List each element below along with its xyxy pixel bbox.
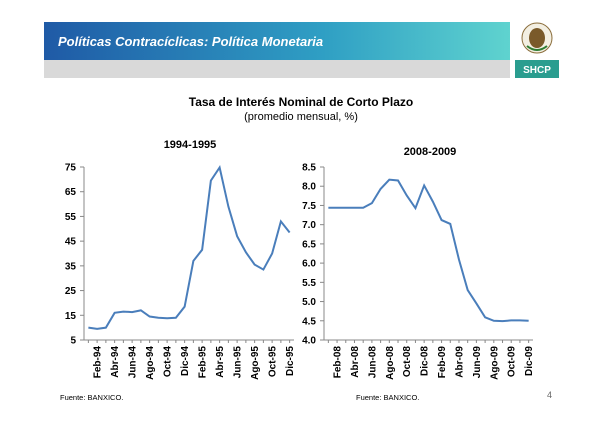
source-note: Fuente: BANXICO.: [356, 393, 419, 402]
x-tick-label: Oct-09: [507, 346, 518, 378]
y-tick-label: 8.5: [302, 163, 316, 174]
x-tick-label: Oct-08: [402, 346, 413, 378]
subtitle: (promedio mensual, %): [244, 111, 358, 123]
x-tick-label: Dic-94: [180, 346, 191, 376]
y-tick-label: 4.5: [302, 316, 316, 327]
chart-title: 2008-2009: [404, 146, 457, 158]
y-tick-label: 55: [65, 212, 77, 223]
y-tick-label: 45: [65, 237, 77, 248]
x-tick-label: Abr-09: [454, 346, 465, 378]
header-title: Políticas Contracíclicas: Política Monet…: [58, 34, 323, 49]
header-band: [44, 22, 510, 60]
x-tick-label: Jun-95: [233, 346, 244, 379]
y-tick-label: 5.5: [302, 278, 316, 289]
y-tick-label: 65: [65, 187, 77, 198]
x-tick-label: Jun-94: [128, 346, 139, 379]
x-tick-label: Jun-09: [472, 346, 483, 379]
y-tick-label: 6.0: [302, 259, 316, 270]
logo-emblem: [521, 22, 553, 54]
main-title: Tasa de Interés Nominal de Corto Plazo: [189, 95, 414, 109]
y-tick-label: 35: [65, 261, 77, 272]
data-line: [88, 164, 291, 330]
x-tick-label: Feb-95: [198, 346, 209, 379]
y-tick-label: 75: [65, 163, 77, 174]
data-line: [328, 178, 529, 323]
x-tick-label: Ago-08: [385, 346, 396, 380]
x-tick-label: Feb-08: [333, 346, 344, 379]
y-tick-label: 6.5: [302, 239, 316, 250]
x-tick-label: Ago-09: [489, 346, 500, 380]
y-tick-label: 7.0: [302, 220, 316, 231]
page-number: 4: [547, 390, 552, 400]
y-tick-label: 5: [70, 336, 76, 347]
x-tick-label: Oct-95: [268, 346, 279, 378]
logo-text: SHCP: [523, 65, 551, 76]
logo-box: [515, 60, 559, 78]
x-tick-label: Ago-94: [145, 346, 156, 380]
header-gray-band: [44, 60, 510, 78]
x-tick-label: Oct-94: [163, 346, 174, 378]
x-tick-label: Dic-09: [524, 346, 535, 376]
x-tick-label: Dic-08: [420, 346, 431, 376]
x-tick-label: Abr-95: [215, 346, 226, 378]
x-tick-label: Ago-95: [250, 346, 261, 380]
x-tick-label: Jun-08: [367, 346, 378, 379]
y-tick-label: 8.0: [302, 182, 316, 193]
x-tick-label: Abr-08: [350, 346, 361, 378]
y-tick-label: 5.0: [302, 297, 316, 308]
y-tick-label: 15: [65, 311, 77, 322]
source-note: Fuente: BANXICO.: [60, 393, 123, 402]
x-tick-label: Feb-09: [437, 346, 448, 379]
x-tick-label: Abr-94: [110, 346, 121, 378]
x-tick-label: Feb-94: [93, 346, 104, 379]
y-tick-label: 4.0: [302, 336, 316, 347]
y-tick-label: 25: [65, 286, 77, 297]
x-tick-label: Dic-95: [285, 346, 296, 376]
chart-title: 1994-1995: [164, 139, 217, 151]
y-tick-label: 7.5: [302, 201, 316, 212]
